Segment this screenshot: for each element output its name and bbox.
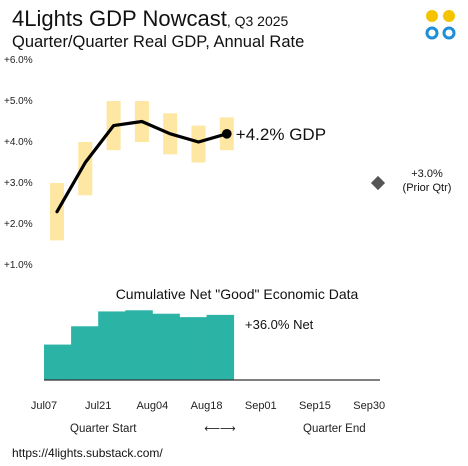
gdp-nowcast-plot: +6.0% +5.0% +4.0% +3.0% +2.0% +1.0% +4.2% GDP +… xyxy=(4,55,451,271)
gdp-nowcast-line xyxy=(55,119,229,214)
net-data-bar xyxy=(44,344,72,380)
quarter-start-label: Quarter Start xyxy=(70,423,137,435)
net-data-bar xyxy=(98,311,126,380)
net-data-bar xyxy=(179,317,207,380)
logo-dot-bottom-right xyxy=(442,26,456,40)
chart-title: 4Lights GDP Nowcast, Q3 2025 xyxy=(12,6,288,32)
quarter-labels: Quarter Start ⟵⟶ Quarter End xyxy=(70,422,366,435)
chart-subtitle: Quarter/Quarter Real GDP, Annual Rate xyxy=(12,33,305,51)
y-tick-label: +3.0% xyxy=(4,178,33,189)
prior-quarter-marker xyxy=(370,175,386,191)
y-tick-label: +4.0% xyxy=(4,137,33,148)
prior-qtr-label: (Prior Qtr) xyxy=(403,182,452,194)
latest-point xyxy=(222,129,232,139)
title-quarter: , Q3 2025 xyxy=(226,13,289,29)
y-tick-label: +2.0% xyxy=(4,219,33,230)
y-tick-label: +6.0% xyxy=(4,55,33,66)
range-band xyxy=(191,125,206,163)
net-data-bar xyxy=(152,313,180,380)
y-tick-label: +1.0% xyxy=(4,260,33,271)
net-good-data-plot: Cumulative Net "Good" Economic Data +36.0… xyxy=(31,286,385,412)
y-tick-label: +5.0% xyxy=(4,96,33,107)
net-data-annotation: +36.0% Net xyxy=(245,317,314,332)
logo-dot-bottom-left xyxy=(425,26,439,40)
x-tick-label: Aug18 xyxy=(191,400,223,412)
logo-dot-top-right xyxy=(443,10,455,22)
x-tick-label: Jul07 xyxy=(31,400,57,412)
logo-dot-top-left xyxy=(426,10,438,22)
x-tick-label: Sep01 xyxy=(245,400,277,412)
net-data-title: Cumulative Net "Good" Economic Data xyxy=(116,286,359,302)
net-data-bar xyxy=(125,310,153,380)
x-tick-label: Jul21 xyxy=(85,400,111,412)
quarter-end-label: Quarter End xyxy=(303,423,366,435)
x-tick-label: Sep30 xyxy=(353,400,385,412)
x-tick-label: Aug04 xyxy=(136,400,168,412)
four-dots-logo-icon xyxy=(425,10,456,40)
prior-value-label: +3.0% xyxy=(411,168,443,180)
net-data-bar xyxy=(71,326,99,380)
net-data-bar xyxy=(206,314,235,380)
gdp-annotation: +4.2% GDP xyxy=(236,125,326,144)
title-main: 4Lights GDP Nowcast xyxy=(12,6,227,31)
double-arrow-icon: ⟵⟶ xyxy=(204,422,236,435)
x-tick-label: Sep15 xyxy=(299,400,331,412)
source-url[interactable]: https://4lights.substack.com/ xyxy=(12,446,163,460)
